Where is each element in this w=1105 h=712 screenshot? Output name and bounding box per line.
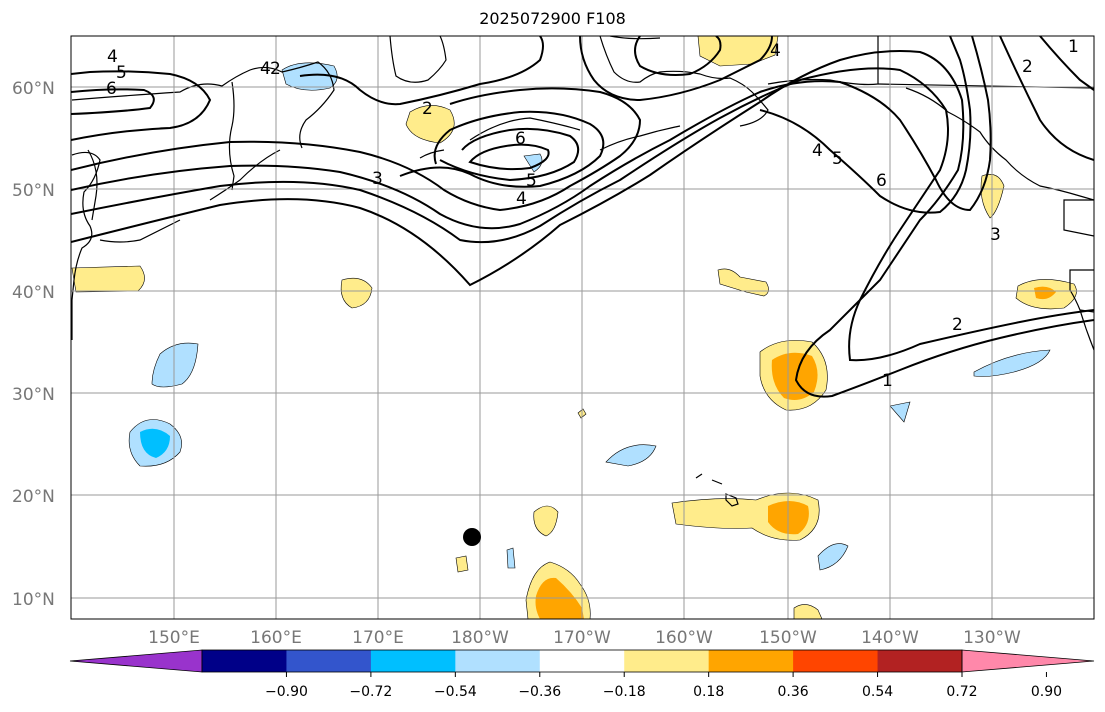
colorbar-segment (708, 650, 794, 672)
shade-positive (340, 277, 373, 309)
colorbar-extend-high (961, 649, 1095, 673)
colorbar-tick-label: −0.90 (265, 684, 308, 700)
colorbar-tick-label: −0.18 (603, 684, 646, 700)
shade-negative (973, 349, 1051, 377)
lat-label: 40°N (12, 283, 55, 303)
lon-label: 130°W (963, 628, 1021, 648)
shade-positive (405, 105, 455, 144)
shade-negative (889, 401, 911, 423)
colorbar-extend-low (69, 649, 203, 673)
lon-label: 160°E (250, 628, 302, 648)
contour-label-group: 4 5 6 4 2 2 6 5 4 3 4 4 5 6 3 2 1 2 1 (106, 37, 1079, 391)
lon-label: 140°W (861, 628, 919, 648)
contour-label: 1 (882, 371, 893, 391)
colorbar-segment (624, 650, 710, 672)
graticule (71, 36, 1094, 619)
colorbar-tick-label: −0.54 (434, 684, 477, 700)
contour-label: 4 (770, 41, 781, 61)
lat-label: 20°N (12, 487, 55, 507)
shade-positive (455, 555, 469, 573)
colorbar-segment (202, 650, 287, 672)
shade-negative (605, 444, 657, 467)
contour-label: 4 (812, 141, 823, 161)
contour-label: 3 (372, 169, 383, 189)
colorbar-outline (201, 649, 963, 673)
contour-label: 4 (107, 47, 118, 67)
colorbar: −0.90 −0.72 −0.54 −0.36 −0.18 0.18 0.36 0.54 0.7… (69, 649, 1095, 700)
lat-label: 60°N (12, 79, 55, 99)
contour-label: 6 (876, 171, 887, 191)
shade-negative (817, 543, 849, 571)
lon-label: 170°E (352, 628, 404, 648)
map-frame (70, 35, 1095, 620)
storm-center-dot (463, 528, 481, 546)
contour-label: 4 (260, 59, 271, 79)
contour-label: 2 (422, 99, 433, 119)
colorbar-segment (539, 650, 625, 672)
shade-negative (281, 62, 338, 91)
colorbar-tick-label: 0.18 (693, 684, 724, 700)
shade-positive-strong (1034, 286, 1056, 300)
colorbar-segment (286, 650, 372, 672)
colorbar-tick-label: −0.72 (349, 684, 392, 700)
colorbar-segment (370, 650, 456, 672)
contour-label: 5 (832, 149, 843, 169)
contour-label: 5 (526, 171, 537, 191)
shade-negative (151, 342, 199, 388)
contour-label: 6 (106, 79, 117, 99)
longitude-axis: 150°E 160°E 170°E 180°W 170°W 160°W 150°… (148, 628, 1021, 648)
lon-label: 170°W (553, 628, 611, 648)
colorbar-tick-label: −0.36 (518, 684, 561, 700)
shade-positive (793, 604, 823, 619)
latitude-axis: 60°N 50°N 40°N 30°N 20°N 10°N (12, 79, 55, 610)
colorbar-segment (877, 650, 963, 672)
contour-label: 2 (270, 59, 281, 79)
contour-label: 3 (990, 225, 1001, 245)
colorbar-tick-label: 0.72 (946, 684, 977, 700)
colorbar-segment (793, 650, 879, 672)
shade-negative-strong (140, 428, 170, 458)
shade-positive (533, 505, 559, 537)
contour-label: 1 (1068, 37, 1079, 57)
shade-positive-strong (771, 352, 818, 400)
colorbar-tick-label: 0.90 (1031, 684, 1062, 700)
lon-label: 150°E (148, 628, 200, 648)
colorbar-segment (455, 650, 541, 672)
lat-label: 30°N (12, 385, 55, 405)
lon-label: 160°W (655, 628, 713, 648)
colorbar-tick-label: 0.36 (778, 684, 809, 700)
contour-lines (71, 36, 1094, 398)
shade-positive (717, 268, 769, 297)
map-title: 2025072900 F108 (479, 9, 626, 28)
coastlines (71, 36, 1094, 507)
contour-label: 5 (116, 63, 127, 83)
contour-label: 2 (1022, 57, 1033, 77)
lon-label: 180°W (451, 628, 509, 648)
contour-label: 4 (516, 189, 527, 209)
shade-negative (506, 547, 516, 569)
shade-positive (71, 265, 145, 293)
lon-label: 150°W (759, 628, 817, 648)
lat-label: 50°N (12, 181, 55, 201)
colorbar-tick-label: 0.54 (862, 684, 893, 700)
lat-label: 10°N (12, 590, 55, 610)
contour-label: 2 (952, 315, 963, 335)
shading-layer (71, 36, 1077, 619)
contour-label: 6 (515, 129, 526, 149)
